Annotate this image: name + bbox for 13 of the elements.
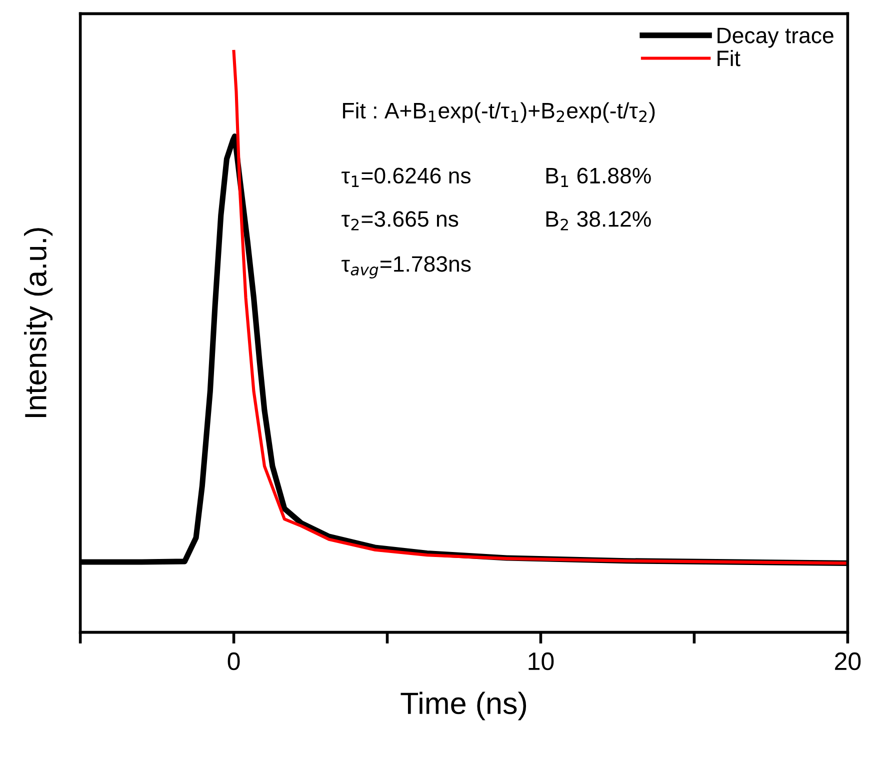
legend-label: Decay trace — [718, 28, 834, 48]
x-axis-title: Time (ns) — [400, 692, 526, 720]
annotation: τ$_{avg}$=1.783ns — [342, 256, 471, 278]
annotation: τ$_{1}$=0.6246 ns — [342, 168, 471, 187]
text: Fit : A+B$_{1}$exp(-t/τ$_{1}$)+B$_{2}$exp(-t/τ$_{2}$) — [343, 102, 655, 123]
annotation: B$_{2}$ 38.12% — [546, 211, 651, 230]
legend-label: Fit — [718, 50, 740, 66]
annotation: B$_{1}$ 61.88% — [546, 168, 651, 187]
x-tick-label: 10 — [528, 652, 554, 670]
annotation: τ$_{2}$=3.665 ns — [342, 211, 458, 230]
x-tick-label: 20 — [835, 652, 861, 670]
y-axis-title: Intensity (a.u.) — [24, 228, 53, 417]
x-tick-label: 0 — [228, 652, 240, 670]
